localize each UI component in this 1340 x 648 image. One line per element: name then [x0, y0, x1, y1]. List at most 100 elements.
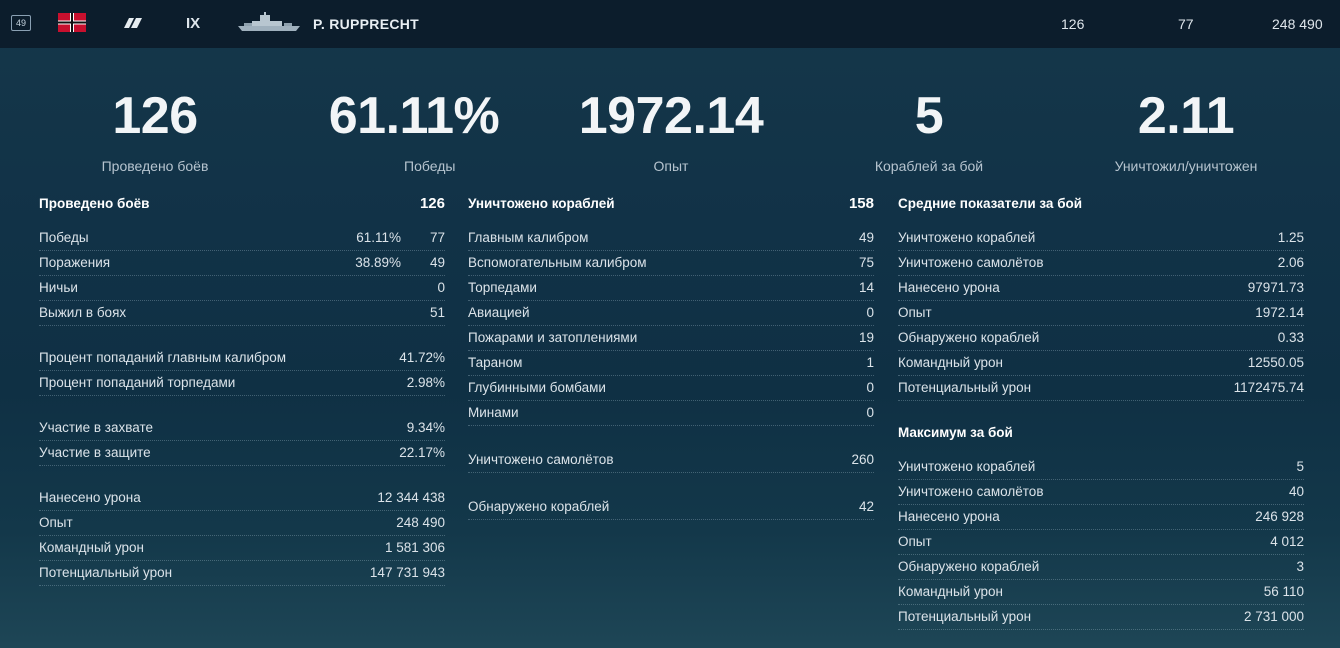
- row-value: 75: [858, 255, 874, 270]
- summary-label: Опыт: [653, 158, 689, 174]
- max-row-experience: Опыт 4 012: [898, 531, 1304, 555]
- row-label: Уничтожено самолётов: [898, 484, 1044, 499]
- summary-winrate: 61.11% Победы: [294, 86, 534, 174]
- stat-row-draws: Ничьи 0: [39, 277, 445, 301]
- row-value: 49: [429, 255, 445, 270]
- summary-label: Кораблей за бой: [874, 158, 984, 174]
- row-label: Уничтожено самолётов: [468, 452, 614, 467]
- summary-value: 2.11: [1137, 87, 1235, 145]
- row-label: Опыт: [898, 534, 932, 549]
- row-label: Опыт: [898, 305, 932, 320]
- row-value: 12550.05: [1247, 355, 1304, 370]
- row-label: Командный урон: [898, 355, 1004, 370]
- row-label: Поражения: [39, 255, 111, 270]
- stat-row-torpedo-kills: Торпедами 14: [468, 277, 874, 301]
- stat-row-defense: Участие в защите 22.17%: [39, 442, 445, 466]
- row-value: 2.98%: [406, 375, 445, 390]
- ship-name: P. RUPPRECHT: [313, 16, 420, 32]
- summary-ships-per-battle: 5 Кораблей за бой: [809, 86, 1049, 174]
- max-row-ships-destroyed: Уничтожено кораблей 5: [898, 456, 1304, 480]
- row-label: Торпедами: [468, 280, 537, 295]
- row-value: 12 344 438: [377, 490, 445, 505]
- row-value: 0: [866, 380, 874, 395]
- max-row-potential-damage: Потенциальный урон 2 731 000: [898, 606, 1304, 630]
- stat-row-capture: Участие в захвате 9.34%: [39, 417, 445, 441]
- row-value: 246 928: [1255, 509, 1304, 524]
- row-value: 1 581 306: [384, 540, 445, 555]
- row-value: 0: [866, 305, 874, 320]
- row-label: Главным калибром: [468, 230, 589, 245]
- row-value: 0: [437, 280, 445, 295]
- battles-header-row: Проведено боёв 126: [39, 193, 445, 219]
- row-label: Авиацией: [468, 305, 530, 320]
- row-label: Максимум за бой: [898, 425, 1013, 440]
- stat-row-aircraft-kills: Авиацией 0: [468, 302, 874, 326]
- row-value: 147 731 943: [369, 565, 445, 580]
- summary-value: 61.11%: [328, 87, 500, 145]
- kills-stats-column: Уничтожено кораблей 158 Главным калибром…: [468, 193, 874, 521]
- row-value: 22.17%: [399, 445, 445, 460]
- maximum-header-row: Максимум за бой: [898, 422, 1304, 448]
- summary-experience: 1972.14 Опыт: [551, 86, 791, 174]
- account-level-badge: 49: [11, 15, 31, 31]
- row-label: Уничтожено кораблей: [898, 230, 1036, 245]
- row-value: 126: [419, 195, 445, 212]
- row-label: Нанесено урона: [39, 490, 141, 505]
- row-value: 2 731 000: [1243, 609, 1304, 624]
- summary-kd-ratio: 2.11 Уничтожил/уничтожен: [1066, 86, 1306, 174]
- row-label: Тараном: [468, 355, 523, 370]
- per-battle-stats-column: Средние показатели за бой Уничтожено кор…: [898, 193, 1304, 631]
- stat-row-damage: Нанесено урона 12 344 438: [39, 487, 445, 511]
- row-value: 3: [1296, 559, 1304, 574]
- summary-value: 126: [112, 87, 198, 145]
- row-label: Нанесено урона: [898, 509, 1000, 524]
- row-label: Потенциальный урон: [39, 565, 173, 580]
- row-label: Обнаружено кораблей: [898, 559, 1040, 574]
- row-value: 14: [858, 280, 874, 295]
- summary-value: 1972.14: [578, 87, 764, 145]
- stat-row-secondary-kills: Вспомогательным калибром 75: [468, 252, 874, 276]
- row-value: 1: [866, 355, 874, 370]
- max-row-team-damage: Командный урон 56 110: [898, 581, 1304, 605]
- avg-row-ships-spotted: Обнаружено кораблей 0.33: [898, 327, 1304, 351]
- stat-row-main-battery-kills: Главным калибром 49: [468, 227, 874, 251]
- row-value: 248 490: [396, 515, 445, 530]
- row-value: 158: [848, 195, 874, 212]
- row-value: 1972.14: [1255, 305, 1304, 320]
- ship-class-icon: [124, 18, 142, 28]
- summary-label: Победы: [404, 158, 456, 174]
- row-value: 42: [858, 499, 874, 514]
- flag-icon: [58, 13, 86, 32]
- row-label: Уничтожено кораблей: [898, 459, 1036, 474]
- row-label: Процент попаданий торпедами: [39, 375, 236, 390]
- row-label: Командный урон: [898, 584, 1004, 599]
- stat-row-main-battery-hits: Процент попаданий главным калибром 41.72…: [39, 347, 445, 371]
- summary-value: 5: [914, 87, 944, 145]
- header-wins-count: 77: [1178, 16, 1194, 32]
- stat-row-ships-spotted: Обнаружено кораблей 42: [468, 496, 874, 520]
- avg-row-ships-destroyed: Уничтожено кораблей 1.25: [898, 227, 1304, 251]
- row-value: 51: [429, 305, 445, 320]
- row-label: Выжил в боях: [39, 305, 127, 320]
- row-value: 40: [1288, 484, 1304, 499]
- row-label: Опыт: [39, 515, 73, 530]
- avg-row-experience: Опыт 1972.14: [898, 302, 1304, 326]
- ship-tier: IX: [186, 15, 201, 32]
- row-label: Победы: [39, 230, 89, 245]
- row-value: 56 110: [1263, 584, 1304, 599]
- stat-row-torpedo-hits: Процент попаданий торпедами 2.98%: [39, 372, 445, 396]
- avg-row-damage: Нанесено урона 97971.73: [898, 277, 1304, 301]
- stat-row-potential-damage: Потенциальный урон 147 731 943: [39, 562, 445, 586]
- row-label: Участие в защите: [39, 445, 151, 460]
- row-value: 2.06: [1277, 255, 1304, 270]
- row-label: Обнаружено кораблей: [898, 330, 1040, 345]
- header-experience: 248 490: [1272, 16, 1323, 32]
- row-value: 5: [1296, 459, 1304, 474]
- row-label: Вспомогательным калибром: [468, 255, 647, 270]
- max-row-ships-spotted: Обнаружено кораблей 3: [898, 556, 1304, 580]
- row-value: 77: [429, 230, 445, 245]
- row-value: 41.72%: [399, 350, 445, 365]
- stat-row-team-damage: Командный урон 1 581 306: [39, 537, 445, 561]
- stat-row-depth-charge-kills: Глубинными бомбами 0: [468, 377, 874, 401]
- summary-label: Уничтожил/уничтожен: [1114, 158, 1258, 174]
